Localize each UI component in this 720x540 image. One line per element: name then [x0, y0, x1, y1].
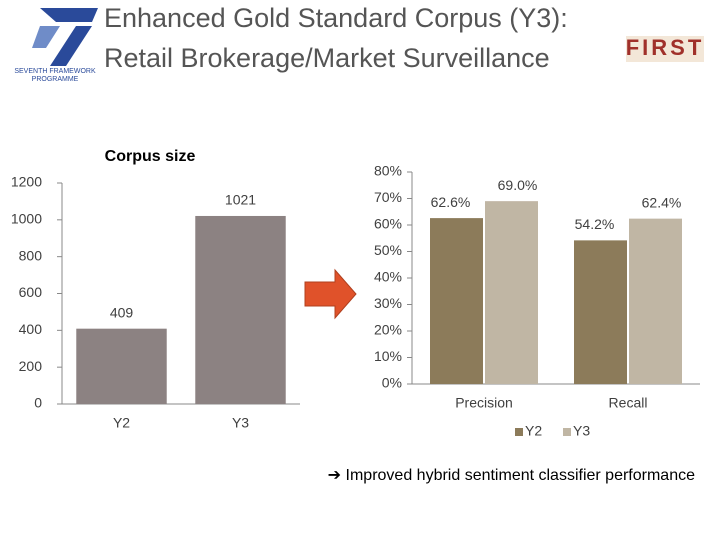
y-tick-label: 0	[34, 395, 42, 411]
y-tick-label: 800	[19, 247, 43, 263]
logo-box	[626, 36, 704, 62]
y-tick-label: 30%	[374, 295, 402, 311]
legend-swatch	[515, 428, 523, 436]
chart-title: Corpus size	[105, 148, 196, 165]
y-tick-label: 40%	[374, 269, 402, 285]
x-tick-label: Recall	[609, 395, 648, 411]
legend-swatch	[563, 428, 571, 436]
value-label: 69.0%	[498, 177, 538, 193]
logo-shape	[40, 8, 98, 22]
y-tick-label: 200	[19, 358, 43, 374]
footnote: ➔ Improved hybrid sentiment classifier p…	[328, 467, 695, 484]
logo-shape	[32, 26, 60, 48]
bar	[430, 218, 483, 384]
y-tick-label: 600	[19, 284, 43, 300]
bar	[629, 218, 682, 384]
slide-title: Retail Brokerage/Market Surveillance	[104, 43, 550, 73]
value-label: 54.2%	[575, 216, 615, 232]
value-label: 62.6%	[431, 194, 471, 210]
x-tick-label: Y2	[113, 415, 130, 431]
legend-label: Y2	[525, 423, 542, 439]
value-label: 62.4%	[642, 194, 682, 210]
y-tick-label: 70%	[374, 189, 402, 205]
value-label: 409	[110, 304, 134, 320]
logo-right: FIRST	[626, 35, 705, 62]
bar	[76, 328, 167, 404]
y-tick-label: 50%	[374, 242, 402, 258]
logo-text: FIRST	[626, 35, 705, 60]
y-tick-label: 80%	[374, 163, 402, 179]
x-tick-label: Y3	[232, 415, 249, 431]
bar	[574, 240, 627, 384]
logo-text: SEVENTH FRAMEWORK	[14, 68, 96, 75]
y-tick-label: 0%	[382, 375, 402, 391]
legend-label: Y3	[573, 423, 590, 439]
value-label: 1021	[225, 192, 256, 208]
y-tick-label: 1200	[11, 174, 42, 190]
y-tick-label: 400	[19, 321, 43, 337]
arrow	[304, 268, 357, 320]
y-tick-label: 20%	[374, 322, 402, 338]
slide-title: Enhanced Gold Standard Corpus (Y3):	[104, 3, 568, 33]
bar	[195, 215, 286, 404]
y-tick-label: 10%	[374, 348, 402, 364]
bar	[485, 201, 538, 384]
logo-text: PROGRAMME	[32, 76, 79, 83]
logo-left: SEVENTH FRAMEWORK PROGRAMME	[14, 8, 98, 83]
y-tick-label: 1000	[11, 211, 42, 227]
logo-shape	[50, 26, 92, 66]
y-tick-label: 60%	[374, 216, 402, 232]
x-tick-label: Precision	[455, 395, 513, 411]
